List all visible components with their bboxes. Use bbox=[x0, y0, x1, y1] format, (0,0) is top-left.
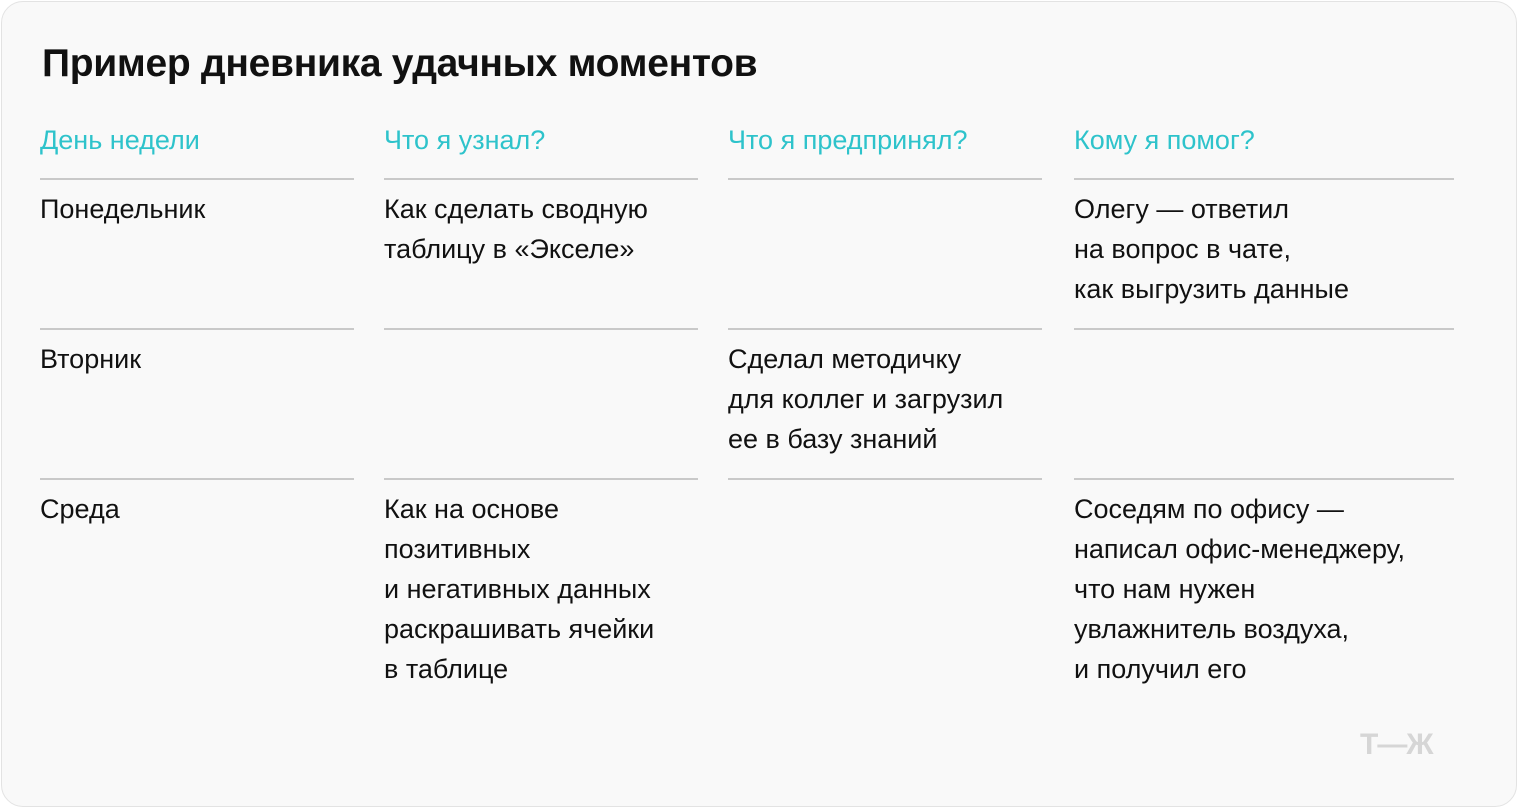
tj-logo: Т—Ж bbox=[1360, 728, 1433, 761]
table-cell: Вторник bbox=[40, 330, 354, 480]
column-header: Что я узнал? bbox=[384, 120, 698, 180]
column-header: Кому я помог? bbox=[1074, 120, 1454, 180]
column-header: Что я предпринял? bbox=[728, 120, 1042, 180]
column-done: Что я предпринял? Сделал методичку для ко… bbox=[728, 120, 1042, 489]
page-title: Пример дневника удачных моментов bbox=[42, 42, 758, 85]
table-cell: Сделал методичку для коллег и загрузил е… bbox=[728, 330, 1042, 480]
table-cell bbox=[384, 330, 698, 480]
table-cell: Понедельник bbox=[40, 180, 354, 330]
column-helped: Кому я помог? Олегу — ответил на вопрос в… bbox=[1074, 120, 1454, 689]
table-cell bbox=[728, 180, 1042, 330]
table-cell bbox=[1074, 330, 1454, 480]
table-cell: Олегу — ответил на вопрос в чате, как вы… bbox=[1074, 180, 1454, 330]
table-cell bbox=[728, 480, 1042, 489]
column-day: День недели Понедельник Вторник Среда bbox=[40, 120, 354, 529]
table-cell: Как на основе позитивных и негативных да… bbox=[384, 494, 655, 684]
column-header: День недели bbox=[40, 120, 354, 180]
table-cell: Среда bbox=[40, 494, 120, 524]
column-learned: Что я узнал? Как сделать сводную таблицу … bbox=[384, 120, 698, 689]
table-cell: Соседям по офису — написал офис-менеджер… bbox=[1074, 494, 1405, 684]
table-cell: Как сделать сводную таблицу в «Экселе» bbox=[384, 180, 698, 330]
